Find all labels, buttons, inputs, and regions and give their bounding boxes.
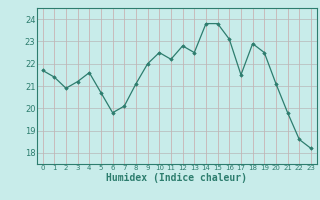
X-axis label: Humidex (Indice chaleur): Humidex (Indice chaleur): [106, 173, 247, 183]
